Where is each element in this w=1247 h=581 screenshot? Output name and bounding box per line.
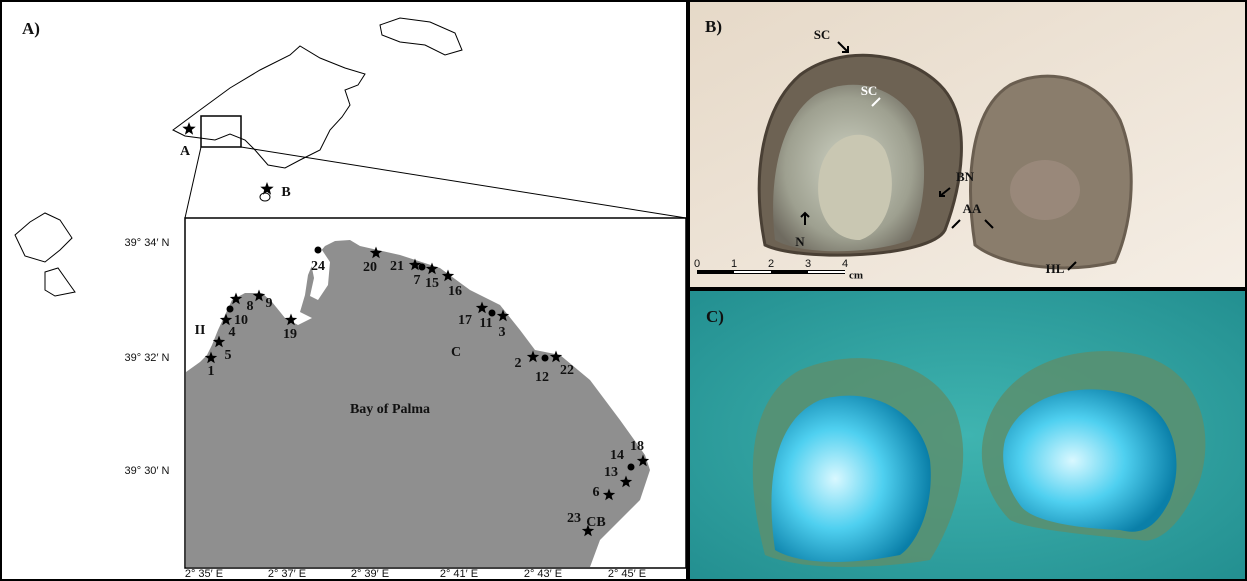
station-label: 13 [604,465,618,480]
station-label: 7 [414,273,421,288]
scale-tick: 4 [842,258,848,270]
panel-b: B) SC SC BN AA N HL 0 1 2 3 4 cm [689,1,1246,288]
station-label: 20 [363,260,377,275]
station-label: 1 [208,364,215,379]
lon-label: 2° 37′ E [268,568,306,580]
zone-label: C [451,345,461,360]
station-label: 2 [515,356,522,371]
annotation: N [795,234,805,249]
scale-tick: 2 [768,258,774,270]
station-label: 6 [593,485,600,500]
figure: A) A B Bay of Palma II C CB 123456789101… [0,0,1247,581]
station-label: 5 [225,348,232,363]
station-marker [315,247,322,254]
station-label: 3 [499,325,506,340]
station-label: 19 [283,327,297,342]
station-label: 12 [535,370,549,385]
station-label: 17 [458,313,472,328]
panel-label: B) [705,17,722,36]
site-label: A [180,144,191,159]
panel-c: C) [689,290,1246,580]
station-marker [628,464,635,471]
shell-nacre [771,396,930,562]
site-label: B [281,185,290,200]
lon-label: 2° 35′ E [185,568,223,580]
lon-label: 2° 45′ E [608,568,646,580]
scale-tick: 3 [805,258,811,270]
annotation: HL [1046,261,1065,276]
annotation: SC [814,27,831,42]
station-marker [227,306,234,313]
station-label: 21 [390,259,404,274]
water-label: Bay of Palma [350,402,430,417]
annotation: AA [963,201,982,216]
scale-tick: 0 [694,258,700,270]
station-label: 14 [610,448,624,463]
station-label: 23 [567,511,581,526]
lat-label: 39° 34′ N [125,237,170,249]
annotation: SC [861,83,878,98]
scale-bar [697,270,845,274]
station-label: 8 [247,299,254,314]
lat-label: 39° 30′ N [125,465,170,477]
lat-label: 39° 32′ N [125,352,170,364]
lon-label: 2° 43′ E [524,568,562,580]
panel-label: C) [706,307,724,326]
panel-label: A) [22,19,40,38]
station-label: 16 [448,284,462,299]
station-label: 22 [560,363,574,378]
station-label: 15 [425,276,439,291]
station-label: 9 [266,296,273,311]
station-label: 18 [630,439,644,454]
station-label: 11 [479,316,492,331]
shell-center [1010,160,1080,220]
scale-tick: 1 [731,258,737,270]
station-marker [542,355,549,362]
zone-label: II [195,323,206,338]
lon-label: 2° 39′ E [351,568,389,580]
station-label: 24 [311,259,325,274]
lon-label: 2° 41′ E [440,568,478,580]
station-label: 10 [234,313,248,328]
shell-nacre [1003,389,1176,531]
annotation: BN [956,169,975,184]
station-marker [419,264,426,271]
scale-unit: cm [849,270,863,282]
